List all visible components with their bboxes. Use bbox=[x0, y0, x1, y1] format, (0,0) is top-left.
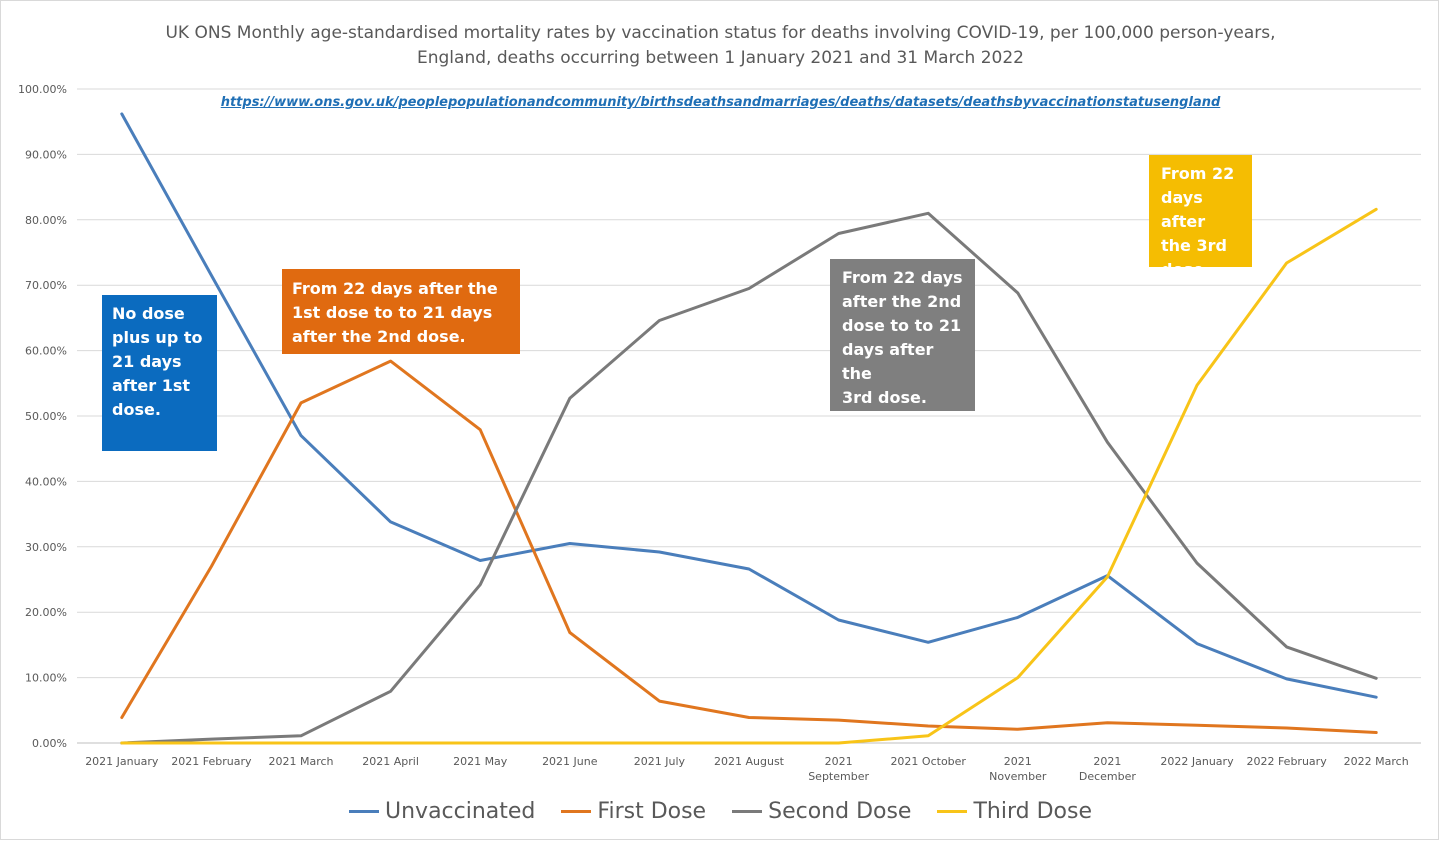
y-tick-label: 60.00% bbox=[25, 345, 67, 358]
annotation-third-dose: From 22 days after the 3rd dose. bbox=[1149, 155, 1252, 279]
y-tick-label: 70.00% bbox=[25, 279, 67, 292]
legend-swatch-third-dose bbox=[937, 810, 968, 813]
chart-title-line-2: England, deaths occurring between 1 Janu… bbox=[417, 48, 1024, 68]
annotation-second-dose: From 22 days after the 2nd dose to to 21… bbox=[830, 259, 975, 411]
chart-title-line-1: UK ONS Monthly age-standardised mortalit… bbox=[165, 23, 1276, 43]
y-tick-label: 40.00% bbox=[25, 475, 67, 488]
series-line-second-dose bbox=[120, 211, 1378, 745]
y-tick-label: 90.00% bbox=[25, 148, 67, 161]
legend-label-third-dose: Third Dose bbox=[973, 799, 1092, 824]
y-tick-label: 0.00% bbox=[32, 737, 67, 750]
x-tick-label: 2021 May bbox=[453, 755, 508, 768]
x-tick-label: 2021 September bbox=[808, 755, 869, 783]
x-tick-label: 2021 December bbox=[1079, 755, 1137, 783]
x-tick-label: 2022 February bbox=[1246, 755, 1327, 768]
x-tick-label: 2021 August bbox=[714, 755, 785, 768]
legend-item-third-dose: Third Dose bbox=[937, 799, 1092, 824]
x-tick-label: 2021 March bbox=[268, 755, 333, 768]
legend-label-unvaccinated: Unvaccinated bbox=[385, 799, 536, 824]
x-tick-label: 2021 February bbox=[171, 755, 252, 768]
y-tick-label: 50.00% bbox=[25, 410, 67, 423]
annotation-first-dose: From 22 days after the 1st dose to to 21… bbox=[282, 269, 520, 354]
legend-item-unvaccinated: Unvaccinated bbox=[349, 799, 535, 824]
y-tick-label: 30.00% bbox=[25, 541, 67, 554]
source-link[interactable]: https://www.ons.gov.uk/peoplepopulationa… bbox=[220, 95, 1221, 110]
y-tick-label: 80.00% bbox=[25, 214, 67, 227]
annotation-unvaccinated: No dose plus up to 21 days after 1st dos… bbox=[102, 295, 217, 451]
series-line-first-dose bbox=[120, 359, 1378, 734]
x-tick-label: 2022 January bbox=[1160, 755, 1234, 768]
x-tick-label: 2021 January bbox=[85, 755, 159, 768]
x-tick-label: 2021 April bbox=[362, 755, 419, 768]
y-tick-label: 10.00% bbox=[25, 672, 67, 685]
legend-swatch-first-dose bbox=[561, 810, 592, 813]
legend-item-second-dose: Second Dose bbox=[732, 799, 911, 824]
legend-label-second-dose: Second Dose bbox=[768, 799, 912, 824]
legend-item-first-dose: First Dose bbox=[561, 799, 706, 824]
x-tick-label: 2021 November bbox=[989, 755, 1047, 783]
legend: Unvaccinated First Dose Second Dose Thir… bbox=[1, 799, 1439, 824]
x-tick-label: 2021 October bbox=[890, 755, 966, 768]
legend-label-first-dose: First Dose bbox=[597, 799, 707, 824]
x-tick-label: 2021 July bbox=[634, 755, 686, 768]
legend-swatch-second-dose bbox=[732, 810, 763, 813]
y-tick-label: 100.00% bbox=[18, 83, 67, 96]
x-tick-label: 2021 June bbox=[542, 755, 598, 768]
series-line-unvaccinated bbox=[120, 112, 1378, 699]
legend-swatch-unvaccinated bbox=[349, 810, 379, 813]
x-tick-label: 2022 March bbox=[1344, 755, 1409, 768]
series-line-third-dose bbox=[120, 207, 1378, 745]
y-tick-label: 20.00% bbox=[25, 606, 67, 619]
